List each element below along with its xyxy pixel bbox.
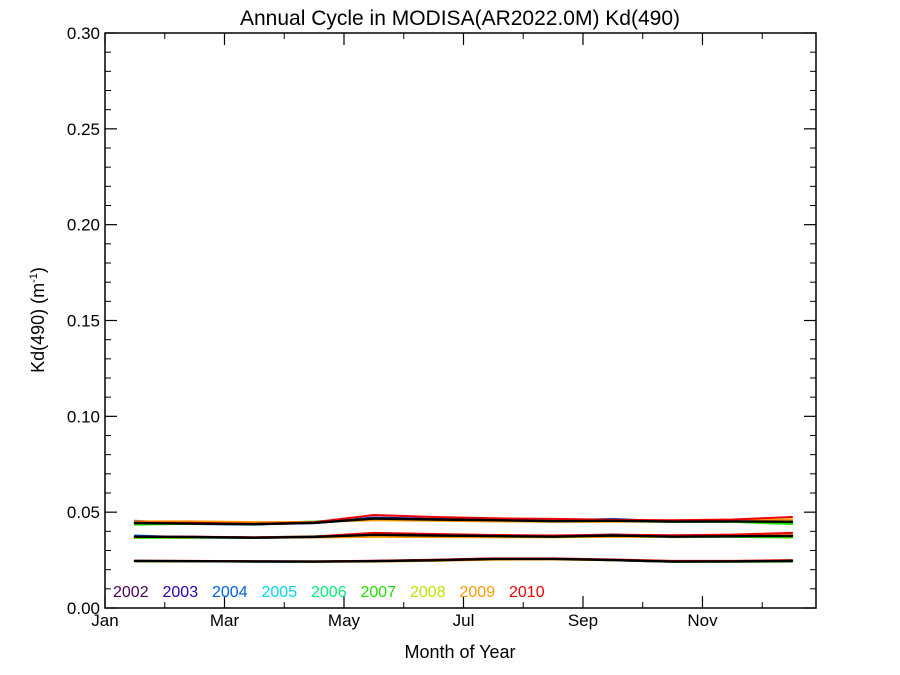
y-tick-label: 0.30 [67, 24, 100, 43]
y-tick-label: 0.25 [67, 120, 100, 139]
y-axis-label-close: ) [28, 267, 48, 273]
legend-entry-2008: 2008 [410, 584, 446, 601]
x-axis-label: Month of Year [404, 642, 515, 662]
x-tick-label: Jul [453, 611, 475, 630]
y-axis-label: Kd(490) (m-1) [28, 267, 48, 373]
x-tick-label: Jan [91, 611, 118, 630]
y-axis-label-superscript: -1 [28, 273, 40, 283]
series-line-mean-0 [133, 517, 794, 526]
x-tick-label: Mar [210, 611, 240, 630]
x-tick-label: Sep [568, 611, 598, 630]
legend-entry-2009: 2009 [460, 584, 496, 601]
legend-entry-2005: 2005 [262, 584, 298, 601]
y-tick-label: 0.15 [67, 312, 100, 331]
y-axis-label-main: Kd(490) (m [28, 283, 48, 373]
legend-entry-2007: 2007 [361, 584, 397, 601]
y-tick-label: 0.20 [67, 216, 100, 235]
legend-entry-2006: 2006 [311, 584, 347, 601]
legend-entry-2003: 2003 [163, 584, 199, 601]
x-tick-label: May [328, 611, 361, 630]
series-line-mean-2 [133, 557, 794, 563]
legend-entry-2002: 2002 [113, 584, 149, 601]
series-layer [133, 514, 794, 563]
chart-title: Annual Cycle in MODISA(AR2022.0M) Kd(490… [240, 7, 680, 30]
axis-layer: 0.00 0.05 0.10 0.15 0.20 0.25 0.30 Jan Mar May Jul… [67, 24, 816, 630]
legend-entry-2004: 2004 [212, 584, 248, 601]
legend-entry-2010: 2010 [509, 584, 545, 601]
x-tick-label: Nov [687, 611, 718, 630]
y-tick-label: 0.00 [67, 599, 100, 618]
series-line-mean-1 [133, 533, 794, 539]
legend: 2002 2003 2004 2005 2006 2007 2008 2009 2010 [113, 584, 545, 601]
y-tick-label: 0.10 [67, 407, 100, 426]
y-tick-label: 0.05 [67, 503, 100, 522]
